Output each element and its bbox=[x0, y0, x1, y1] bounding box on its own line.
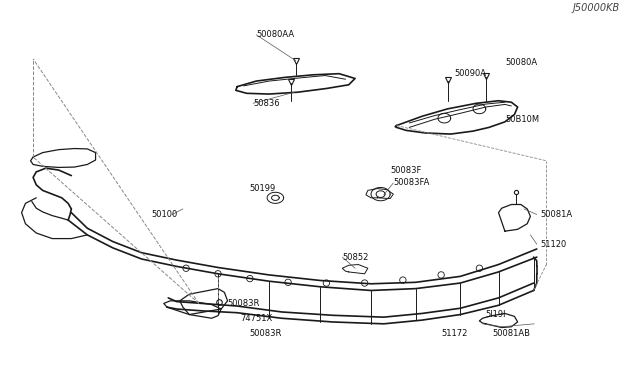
Text: 50852: 50852 bbox=[342, 253, 369, 262]
Text: 50836: 50836 bbox=[253, 99, 280, 108]
Text: 51172: 51172 bbox=[441, 328, 467, 337]
Text: 50081AB: 50081AB bbox=[492, 328, 530, 337]
Text: 74751X: 74751X bbox=[240, 314, 273, 323]
Text: 50080A: 50080A bbox=[505, 58, 537, 67]
Text: 50080AA: 50080AA bbox=[256, 30, 294, 39]
Text: 50100: 50100 bbox=[151, 210, 177, 219]
Text: 50081A: 50081A bbox=[540, 210, 572, 219]
Text: 50B10M: 50B10M bbox=[505, 115, 539, 125]
Text: 5l19l: 5l19l bbox=[486, 310, 506, 319]
Text: 50090A: 50090A bbox=[454, 69, 486, 78]
Text: 51120: 51120 bbox=[540, 240, 566, 248]
Text: 50083R: 50083R bbox=[250, 328, 282, 337]
Text: 50083R: 50083R bbox=[228, 299, 260, 308]
Text: 50083F: 50083F bbox=[390, 166, 422, 174]
Text: 50199: 50199 bbox=[250, 184, 276, 193]
Text: 50083FA: 50083FA bbox=[394, 179, 429, 187]
Text: J50000KB: J50000KB bbox=[572, 3, 620, 13]
